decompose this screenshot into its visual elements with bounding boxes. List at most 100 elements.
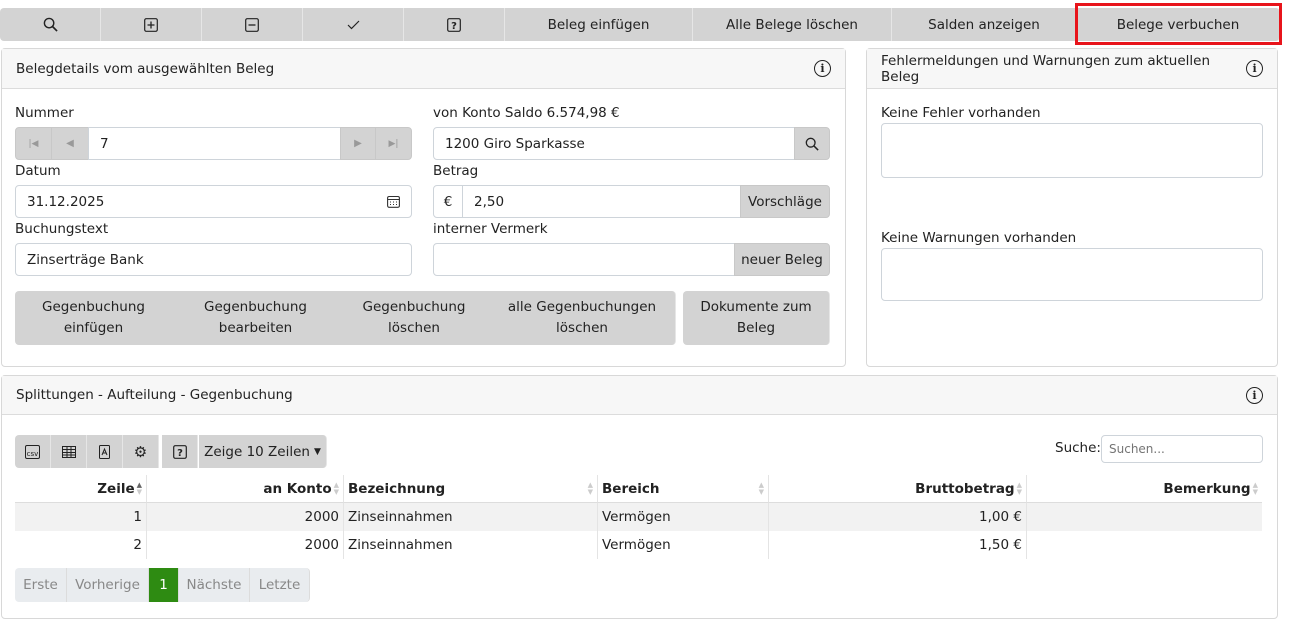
sort-icon: ▲ ▼ bbox=[587, 480, 593, 496]
prev-icon: ◀ bbox=[66, 138, 74, 149]
buchungstext-label: Buchungstext bbox=[15, 221, 109, 237]
label: Gegenbuchung bbox=[42, 299, 145, 315]
search-label: Suche: bbox=[1055, 440, 1101, 456]
panel-title: Fehlermeldungen und Warnungen zum aktuel… bbox=[881, 52, 1210, 85]
pdf-file-icon bbox=[99, 444, 110, 459]
last-icon: ▶| bbox=[388, 138, 399, 149]
cell-bereich: Vermögen bbox=[597, 531, 768, 559]
settings-button[interactable]: ⚙ bbox=[123, 435, 159, 468]
page-next[interactable]: Nächste bbox=[179, 568, 250, 602]
new-beleg-button[interactable]: neuer Beleg bbox=[734, 243, 830, 276]
check-button[interactable] bbox=[303, 8, 404, 41]
page-current[interactable]: 1 bbox=[149, 568, 179, 602]
errors-label: Keine Fehler vorhanden bbox=[881, 105, 1041, 121]
cell-zeile: 1 bbox=[15, 503, 146, 531]
cell-bruttobetrag: 1,00 € bbox=[768, 503, 1026, 531]
datum-input[interactable]: 31.12.2025 bbox=[15, 185, 412, 218]
konto-input[interactable]: 1200 Giro Sparkasse bbox=[433, 127, 795, 160]
cell-bemerkung bbox=[1026, 531, 1262, 559]
gear-icon: ⚙ bbox=[133, 442, 148, 461]
page-last[interactable]: Letzte bbox=[250, 568, 310, 602]
buchungstext-input[interactable]: Zinserträge Bank bbox=[15, 243, 412, 276]
label: löschen bbox=[556, 320, 608, 336]
column-label: Bereich bbox=[602, 480, 660, 497]
column-header-an-konto[interactable]: an Konto ▲ ▼ bbox=[146, 475, 343, 503]
cell-bezeichnung: Zinseinnahmen bbox=[343, 531, 597, 559]
split-panel: Splittungen - Aufteilung - Gegenbuchung i bbox=[1, 375, 1278, 619]
search-button[interactable] bbox=[0, 8, 101, 41]
export-pdf-button[interactable] bbox=[87, 435, 123, 468]
table-search-input[interactable] bbox=[1101, 435, 1263, 463]
column-label: Bemerkung bbox=[1163, 480, 1251, 497]
check-icon bbox=[347, 20, 359, 29]
label: einfügen bbox=[63, 320, 124, 336]
calendar-icon[interactable] bbox=[387, 195, 400, 208]
column-header-bruttobetrag[interactable]: Bruttobetrag ▲ ▼ bbox=[768, 475, 1026, 503]
column-header-zeile[interactable]: Zeile ▲ ▼ bbox=[15, 475, 146, 503]
add-button[interactable] bbox=[101, 8, 202, 41]
insert-beleg-button[interactable]: Beleg einfügen bbox=[505, 8, 693, 41]
first-button[interactable]: |◀ bbox=[15, 127, 52, 160]
search-icon bbox=[43, 17, 58, 32]
warnings-textarea[interactable] bbox=[881, 248, 1263, 301]
remove-button[interactable] bbox=[202, 8, 303, 41]
cell-an-konto: 2000 bbox=[146, 503, 343, 531]
plus-square-icon bbox=[144, 17, 158, 32]
nummer-input[interactable]: 7 bbox=[88, 127, 341, 160]
column-header-bereich[interactable]: Bereich ▲ ▼ bbox=[597, 475, 768, 503]
panel-title: Splittungen - Aufteilung - Gegenbuchung bbox=[16, 387, 293, 403]
gegenbuchung-delete-button[interactable]: Gegenbuchung löschen bbox=[339, 291, 490, 345]
column-header-bemerkung[interactable]: Bemerkung ▲ ▼ bbox=[1026, 475, 1262, 503]
column-header-bezeichnung[interactable]: Bezeichnung ▲ ▼ bbox=[343, 475, 597, 503]
nummer-label: Nummer bbox=[15, 105, 74, 121]
konto-search-button[interactable] bbox=[794, 127, 830, 160]
help-button[interactable]: ? bbox=[404, 8, 505, 41]
label: Gegenbuchung bbox=[362, 299, 466, 315]
cell-bemerkung bbox=[1026, 503, 1262, 531]
delete-all-belege-button[interactable]: Alle Belege löschen bbox=[693, 8, 892, 41]
rows-per-page-dropdown[interactable]: Zeige 10 Zeilen ▼ bbox=[199, 435, 327, 468]
info-icon[interactable]: i bbox=[1246, 386, 1263, 404]
post-belege-button[interactable]: Belege verbuchen bbox=[1077, 8, 1280, 41]
column-label: Zeile bbox=[97, 480, 135, 497]
export-csv-button[interactable]: csv bbox=[15, 435, 51, 468]
cell-bruttobetrag: 1,50 € bbox=[768, 531, 1026, 559]
vermerk-label: interner Vermerk bbox=[433, 221, 548, 237]
info-icon[interactable]: i bbox=[1246, 60, 1263, 77]
sort-icon: ▲ ▼ bbox=[136, 480, 142, 496]
vorschlaege-button[interactable]: Vorschläge bbox=[740, 185, 830, 218]
rows-label: Zeige 10 Zeilen bbox=[204, 443, 310, 460]
svg-text:?: ? bbox=[451, 21, 457, 32]
page-prev[interactable]: Vorherige bbox=[67, 568, 149, 602]
export-excel-button[interactable] bbox=[51, 435, 87, 468]
table-icon bbox=[61, 445, 76, 458]
delete-all-gegenbuchungen-button[interactable]: alle Gegenbuchungen löschen bbox=[489, 291, 676, 345]
label: alle Gegenbuchungen bbox=[507, 299, 657, 315]
sort-icon: ▲ ▼ bbox=[758, 480, 764, 496]
gegenbuchung-insert-button[interactable]: Gegenbuchung einfügen bbox=[15, 291, 173, 345]
page-first[interactable]: Erste bbox=[15, 568, 67, 602]
betrag-input[interactable]: 2,50 bbox=[462, 185, 741, 218]
errors-panel: Fehlermeldungen und Warnungen zum aktuel… bbox=[866, 48, 1278, 367]
vermerk-input[interactable] bbox=[433, 243, 735, 276]
datum-value: 31.12.2025 bbox=[27, 193, 105, 210]
info-icon[interactable]: i bbox=[814, 60, 831, 77]
documents-button[interactable]: Dokumente zum Beleg bbox=[683, 291, 830, 345]
label: bearbeiten bbox=[218, 320, 293, 336]
label: Beleg bbox=[736, 320, 776, 336]
next-icon: ▶ bbox=[354, 138, 362, 149]
help-button[interactable]: ? bbox=[162, 435, 198, 468]
next-button[interactable]: ▶ bbox=[340, 127, 376, 160]
gegenbuchung-edit-button[interactable]: Gegenbuchung bearbeiten bbox=[172, 291, 340, 345]
last-button[interactable]: ▶| bbox=[375, 127, 412, 160]
search-icon bbox=[805, 137, 819, 151]
label: löschen bbox=[388, 320, 440, 336]
betrag-label: Betrag bbox=[433, 163, 479, 179]
label: Dokumente zum bbox=[700, 299, 812, 315]
sort-icon: ▲ ▼ bbox=[333, 480, 339, 496]
errors-textarea[interactable] bbox=[881, 123, 1263, 178]
column-label: Bruttobetrag bbox=[915, 480, 1015, 497]
show-balances-button[interactable]: Salden anzeigen bbox=[892, 8, 1077, 41]
prev-button[interactable]: ◀ bbox=[51, 127, 89, 160]
cell-zeile: 2 bbox=[133, 537, 142, 553]
